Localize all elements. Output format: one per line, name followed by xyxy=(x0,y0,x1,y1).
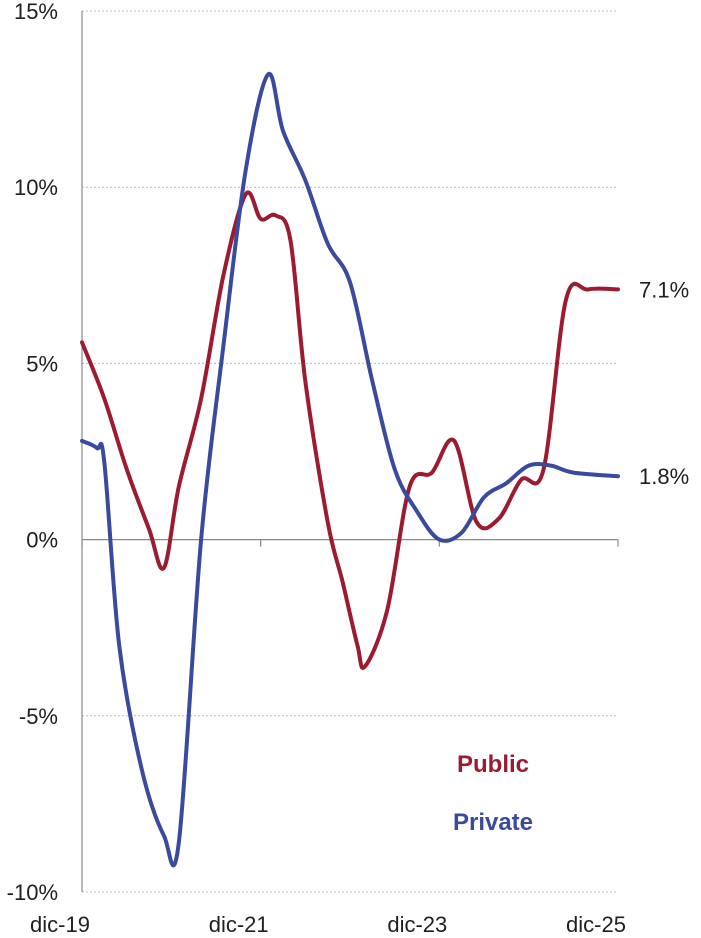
series-lines xyxy=(80,72,620,868)
x-tick-label: dic-23 xyxy=(387,912,447,937)
legend-label-public: Public xyxy=(457,751,529,778)
x-tick-label: dic-21 xyxy=(209,912,269,937)
series-line-public xyxy=(80,190,620,670)
y-tick-label: 15% xyxy=(14,0,58,24)
y-tick-label: 0% xyxy=(26,528,58,553)
axes xyxy=(81,11,619,892)
legend-label-private: Private xyxy=(453,809,533,836)
end-value-label-private: 1.8% xyxy=(639,464,689,489)
x-tick-label: dic-19 xyxy=(30,912,90,937)
y-tick-label: -5% xyxy=(19,704,58,729)
y-tick-label: -10% xyxy=(7,880,58,905)
x-tick-label: dic-25 xyxy=(566,912,626,937)
y-tick-label: 10% xyxy=(14,175,58,200)
end-value-label-public: 7.1% xyxy=(639,277,689,302)
y-tick-label: 5% xyxy=(26,351,58,376)
series-line-private xyxy=(80,72,620,868)
labels: 15% 10% 5% 0% -5% -10% dic-19 dic-21 dic-23 dic-2… xyxy=(7,0,690,937)
gridlines xyxy=(82,10,618,893)
